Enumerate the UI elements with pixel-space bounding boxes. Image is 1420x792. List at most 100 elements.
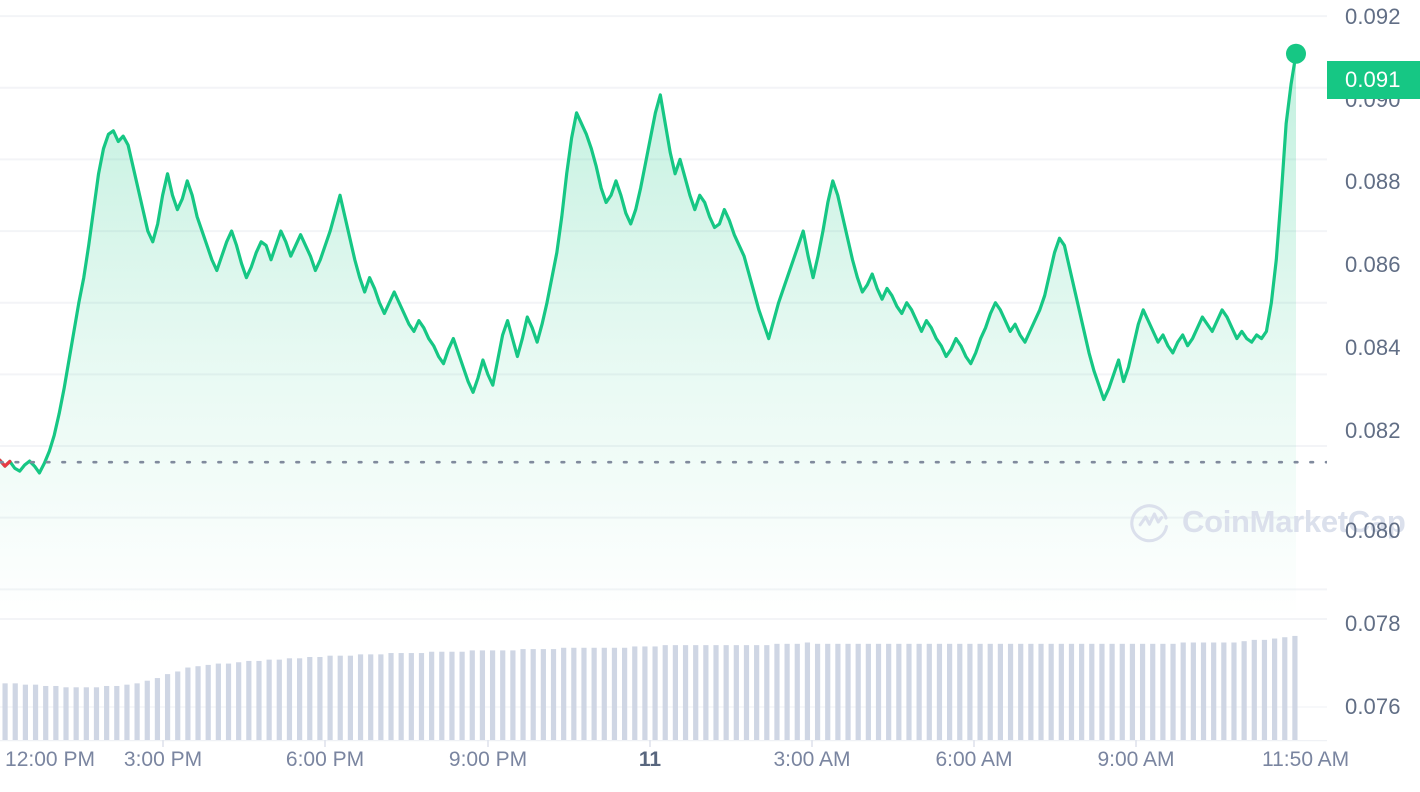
volume-bar	[814, 643, 821, 740]
volume-bar	[997, 643, 1003, 740]
volume-bar	[1200, 642, 1207, 740]
volume-bar	[530, 649, 536, 740]
volume-bar	[114, 685, 120, 740]
volume-bar	[297, 658, 303, 740]
volume-bar	[703, 645, 709, 740]
volume-bar	[632, 646, 638, 740]
volume-bar	[236, 662, 242, 740]
volume-bar	[256, 660, 262, 740]
volume-bar	[865, 643, 871, 740]
volume-bar	[947, 643, 953, 740]
volume-bar	[672, 645, 678, 740]
volume-bar	[378, 654, 384, 740]
volume-bar	[144, 680, 150, 740]
volume-plot-area[interactable]	[0, 618, 1327, 740]
volume-bar	[855, 643, 861, 740]
volume-bar	[53, 685, 59, 740]
volume-bar	[418, 653, 425, 740]
y-axis-tick-label: 0.078	[1345, 611, 1401, 636]
volume-bar	[561, 647, 567, 740]
volume-bar	[713, 645, 719, 740]
volume-bar	[977, 643, 983, 740]
volume-bar	[225, 663, 232, 740]
volume-bar	[1190, 642, 1196, 740]
volume-bar	[774, 643, 780, 740]
volume-bar	[652, 646, 658, 740]
volume-bar	[510, 650, 516, 740]
volume-bar	[398, 653, 404, 740]
volume-bar	[489, 650, 496, 740]
current-price-marker	[1286, 43, 1306, 64]
x-axis-ticks	[0, 740, 1327, 747]
volume-bar	[1221, 642, 1227, 740]
price-plot-area[interactable]	[0, 0, 1327, 618]
volume-bar	[1068, 643, 1075, 740]
volume-bar	[1241, 641, 1247, 740]
volume-bar	[337, 655, 343, 740]
volume-bar	[449, 651, 455, 740]
volume-bar	[571, 647, 577, 740]
volume-bar	[185, 667, 191, 740]
volume-bar	[357, 654, 364, 740]
volume-bar	[601, 647, 607, 740]
volume-bar	[804, 642, 811, 740]
volume-bar	[408, 653, 414, 740]
price-area-fill	[0, 53, 1296, 618]
y-axis-tick-label: 0.084	[1345, 335, 1401, 360]
volume-bar	[439, 651, 445, 740]
volume-bar	[500, 650, 506, 740]
x-axis-tick-label: 9:00 AM	[1097, 748, 1175, 771]
y-axis: 0.092 0.090 0.088 0.086 0.084 0.082 0.080 0.078…	[1327, 0, 1420, 740]
volume-bar	[1099, 643, 1105, 740]
volume-bar	[22, 684, 28, 740]
volume-bar	[784, 643, 790, 740]
volume-bar	[73, 687, 79, 740]
volume-bar	[906, 643, 912, 740]
volume-bar	[43, 685, 49, 740]
x-axis-tick-label: 3:00 PM	[123, 748, 203, 771]
y-axis-tick-label: 0.080	[1345, 518, 1401, 543]
volume-bar	[1048, 643, 1054, 740]
volume-bar	[266, 659, 272, 740]
volume-bar	[723, 645, 729, 740]
volume-bar	[957, 643, 963, 740]
volume-bar	[1109, 643, 1115, 740]
volume-bar	[875, 643, 882, 740]
volume-bar	[1150, 643, 1156, 740]
volume-bar	[967, 643, 973, 740]
volume-bar	[1292, 635, 1298, 740]
volume-bar	[1007, 643, 1014, 740]
current-price-badge: 0.091	[1327, 61, 1420, 99]
volume-bar	[936, 643, 943, 740]
volume-bar	[642, 646, 648, 740]
volume-bar	[1018, 643, 1024, 740]
volume-bar	[1119, 643, 1125, 740]
volume-bar	[104, 685, 110, 740]
volume-bar	[459, 651, 465, 740]
volume-bar	[1180, 642, 1186, 740]
volume-bar	[368, 654, 374, 740]
volume-bar	[175, 671, 181, 740]
volume-bar	[388, 653, 394, 740]
volume-bar	[1261, 639, 1268, 740]
y-axis-tick-label: 0.082	[1345, 418, 1401, 443]
volume-bar	[916, 643, 922, 740]
volume-bar	[1282, 637, 1288, 740]
volume-bar	[246, 660, 252, 740]
price-series-svg	[0, 15, 1327, 618]
y-axis-tick-label: 0.086	[1345, 252, 1401, 277]
volume-bar	[886, 643, 892, 740]
volume-bar	[1170, 643, 1176, 740]
volume-bar	[469, 650, 475, 740]
volume-bar	[540, 649, 546, 740]
volume-bar	[591, 647, 597, 740]
volume-bar	[693, 645, 699, 740]
volume-bar	[205, 664, 211, 740]
volume-bar	[622, 647, 628, 740]
volume-bar	[794, 643, 800, 740]
volume-series-svg	[0, 618, 1327, 740]
volume-bar	[1251, 639, 1257, 740]
volume-bar	[926, 643, 932, 740]
volume-bar	[520, 649, 526, 740]
